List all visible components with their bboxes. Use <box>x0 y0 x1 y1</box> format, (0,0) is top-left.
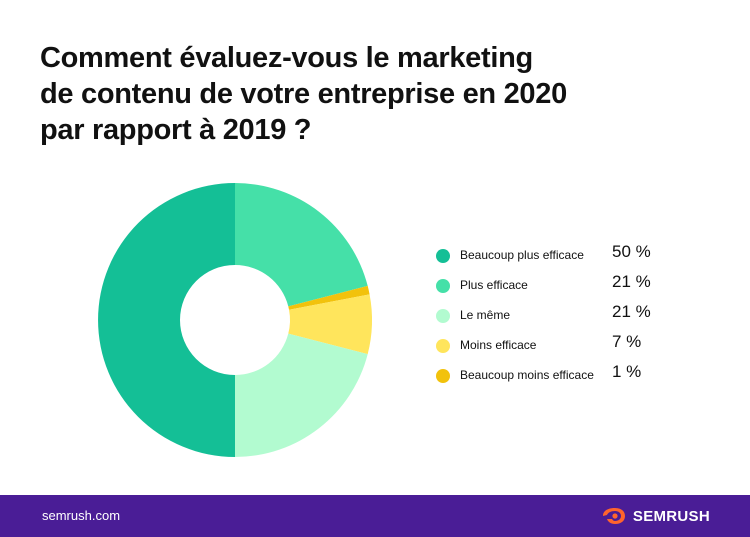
donut-slice-le-m-me <box>235 333 368 457</box>
legend-swatch <box>436 279 450 293</box>
legend-label: Beaucoup plus efficace <box>460 248 584 262</box>
legend-value: 21 % <box>612 302 651 321</box>
legend-label: Plus efficace <box>460 278 528 292</box>
brand-logo: SEMRUSH <box>601 505 710 527</box>
legend-value: 50 % <box>612 242 651 261</box>
chart-title: Comment évaluez-vous le marketing de con… <box>40 40 680 148</box>
legend-swatch <box>436 339 450 353</box>
legend-item: Beaucoup moins efficace 1 % <box>436 360 726 390</box>
donut-slice-moins-efficace <box>288 294 373 355</box>
donut-slice-beaucoup-plus-efficace <box>98 183 235 457</box>
legend-value: 7 % <box>612 332 642 351</box>
legend-item: Le même 21 % <box>436 300 726 330</box>
footer-bar: semrush.com SEMRUSH <box>0 495 750 537</box>
legend-item: Beaucoup plus efficace 50 % <box>436 240 726 270</box>
chart-title-line-3: par rapport à 2019 ? <box>40 114 312 146</box>
chart-title-line-1: Comment évaluez-vous le marketing <box>40 42 533 74</box>
legend-swatch <box>436 369 450 383</box>
legend-label: Le même <box>460 308 511 322</box>
chart-title-line-2: de contenu de votre entreprise en 2020 <box>40 78 567 110</box>
donut-slice-plus-efficace <box>235 183 368 307</box>
legend-item: Plus efficace 21 % <box>436 270 726 300</box>
semrush-fire-icon <box>602 508 625 524</box>
legend-value: 21 % <box>612 272 651 291</box>
chart-legend: Beaucoup plus efficace 50 % Plus efficac… <box>436 240 726 390</box>
legend-swatch <box>436 249 450 263</box>
donut-slices <box>98 183 373 457</box>
donut-slice-beaucoup-moins-efficace <box>288 285 370 310</box>
brand-name: SEMRUSH <box>632 507 710 525</box>
legend-item: Moins efficace 7 % <box>436 330 726 360</box>
legend-swatch <box>436 309 450 323</box>
legend-value: 1 % <box>612 362 642 381</box>
legend-label: Beaucoup moins efficace <box>460 368 594 382</box>
footer-url[interactable]: semrush.com <box>42 508 121 523</box>
legend-label: Moins efficace <box>460 338 537 352</box>
donut-chart <box>98 183 373 457</box>
